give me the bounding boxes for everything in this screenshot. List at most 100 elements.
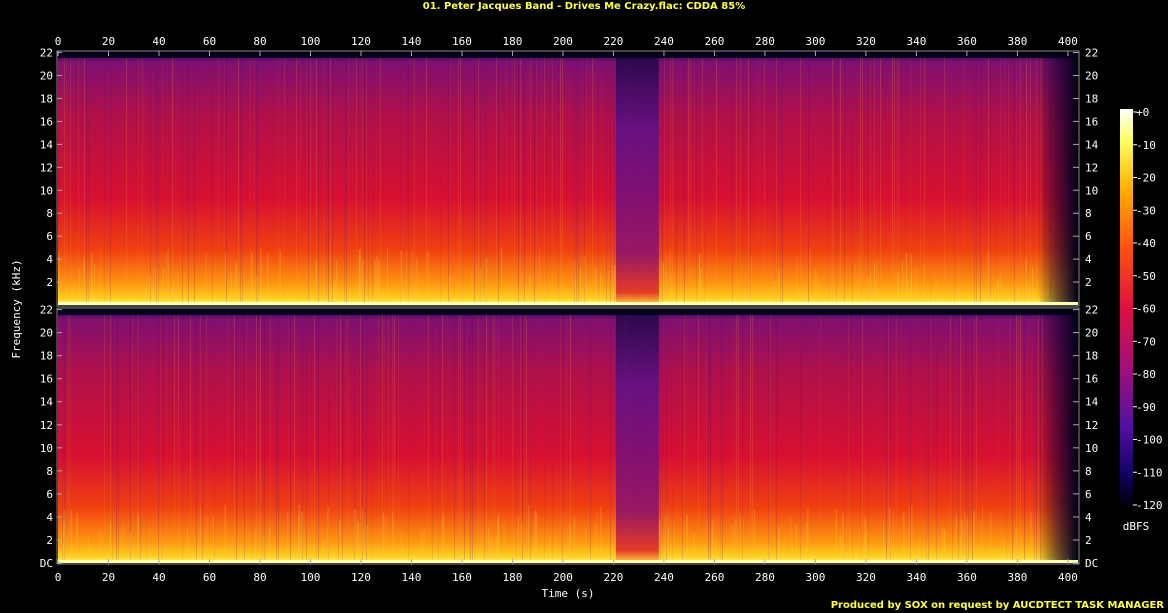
spectrum-streak bbox=[774, 55, 775, 302]
y-tick-label-left: 18 bbox=[40, 92, 53, 105]
colorbar-tick-label: -50 bbox=[1136, 270, 1156, 283]
spectrum-streak bbox=[174, 312, 175, 560]
spectrum-streak bbox=[516, 312, 517, 560]
spectrum-fleck bbox=[378, 260, 380, 305]
spectrum-streak bbox=[558, 55, 559, 302]
spectrum-fleck bbox=[774, 281, 775, 305]
x-tick-label-bottom: 160 bbox=[452, 571, 472, 584]
spectrum-fleck bbox=[701, 268, 703, 305]
spectrum-fleck bbox=[378, 277, 380, 305]
spectrum-streak bbox=[530, 312, 531, 560]
spectrum-streak bbox=[590, 312, 591, 560]
spectrum-fleck bbox=[361, 508, 363, 563]
spectrum-streak bbox=[930, 312, 931, 560]
spectrum-fleck bbox=[354, 509, 356, 563]
colorbar-tick-label: +0 bbox=[1136, 106, 1149, 119]
x-tick-label-top: 160 bbox=[452, 35, 472, 48]
spectrum-streak bbox=[708, 312, 709, 560]
spectrum-streak bbox=[578, 55, 579, 302]
spectrum-fleck bbox=[151, 288, 153, 305]
spectrum-streak bbox=[348, 312, 349, 560]
x-tick-label-bottom: 300 bbox=[805, 571, 825, 584]
spectrum-fleck bbox=[427, 249, 429, 305]
x-tick-label-top: 120 bbox=[351, 35, 371, 48]
y-tick-label-right: 10 bbox=[1085, 184, 1098, 197]
x-tick-label-bottom: 400 bbox=[1058, 571, 1078, 584]
spectrum-streak bbox=[480, 55, 481, 302]
spectrum-streak bbox=[388, 312, 389, 560]
spectrum-fleck bbox=[414, 281, 416, 305]
spectrum-fleck bbox=[199, 507, 201, 563]
spectrum-streak bbox=[182, 55, 183, 302]
spectrum-fleck bbox=[926, 542, 928, 563]
spectrum-fleck bbox=[700, 268, 702, 305]
spectrum-streak bbox=[974, 55, 975, 302]
spectrum-fleck bbox=[902, 261, 904, 305]
spectrum-streak bbox=[944, 55, 945, 302]
spectrum-fleck bbox=[385, 516, 387, 563]
spectrum-fleck bbox=[549, 535, 551, 563]
spectrum-streak bbox=[408, 55, 409, 302]
spectrum-streak bbox=[750, 312, 751, 560]
spectrum-streak bbox=[530, 55, 531, 302]
spectrum-fleck bbox=[137, 512, 139, 563]
spectrum-streak bbox=[686, 312, 687, 560]
dc-line bbox=[58, 302, 1078, 305]
x-tick-label-top: 80 bbox=[253, 35, 266, 48]
spectrum-streak bbox=[276, 312, 277, 560]
spectrum-streak bbox=[1012, 312, 1013, 560]
spectrum-streak bbox=[924, 55, 925, 302]
spectrum-fleck bbox=[815, 269, 817, 305]
spectrum-fleck bbox=[590, 295, 592, 305]
spectrum-streak bbox=[308, 55, 309, 302]
spectrum-streak bbox=[684, 55, 685, 302]
spectrum-streak bbox=[252, 312, 253, 560]
spectrum-fleck bbox=[816, 273, 818, 305]
spectrum-fleck bbox=[741, 295, 743, 305]
spectrum-streak bbox=[194, 55, 195, 302]
spectrum-fleck bbox=[1000, 274, 1002, 305]
y-tick-label-left: 16 bbox=[40, 373, 53, 386]
spectrum-fleck bbox=[442, 514, 444, 563]
spectrum-streak bbox=[306, 312, 307, 560]
spectrum-fleck bbox=[490, 538, 492, 563]
spectrum-streak bbox=[776, 55, 777, 302]
spectrum-streak bbox=[142, 55, 143, 302]
spectrum-fleck bbox=[942, 526, 944, 563]
spectrum-streak bbox=[660, 312, 661, 560]
spectrum-streak bbox=[896, 55, 897, 302]
spectrum-streak bbox=[178, 312, 179, 560]
spectrum-streak bbox=[498, 312, 499, 560]
spectrum-fleck bbox=[91, 543, 93, 563]
spectrum-fleck bbox=[172, 288, 173, 305]
spectrum-streak bbox=[776, 312, 777, 560]
y-tick-label-left: 2 bbox=[46, 276, 53, 289]
colorbar-tick-label: -40 bbox=[1136, 237, 1156, 250]
x-tick-label-top: 360 bbox=[957, 35, 977, 48]
y-tick-label-left: 20 bbox=[40, 70, 53, 83]
fade-out-region bbox=[1037, 52, 1078, 305]
spectrum-fleck bbox=[833, 549, 835, 563]
spectrum-streak bbox=[952, 312, 953, 560]
spectrum-fleck bbox=[443, 512, 445, 563]
spectrum-streak bbox=[736, 312, 737, 560]
spectrum-fleck bbox=[252, 550, 254, 563]
spectrum-fleck bbox=[91, 253, 93, 305]
spectrum-streak bbox=[860, 55, 861, 302]
spectrum-fleck bbox=[224, 505, 226, 563]
spectrum-streak bbox=[552, 55, 553, 302]
spectrum-fleck bbox=[805, 290, 807, 305]
spectrum-streak bbox=[520, 312, 521, 560]
spectrum-streak bbox=[702, 55, 703, 302]
spectrum-streak bbox=[610, 312, 611, 560]
spectrum-streak bbox=[86, 55, 87, 302]
spectrum-fleck bbox=[955, 515, 957, 563]
spectrum-streak bbox=[870, 55, 871, 302]
spectrum-fleck bbox=[392, 511, 394, 563]
spectrum-fleck bbox=[809, 248, 811, 305]
spectrum-streak bbox=[748, 55, 749, 302]
spectrum-fleck bbox=[686, 514, 688, 563]
spectrum-fleck bbox=[315, 261, 317, 305]
colorbar-tick-label: -80 bbox=[1136, 368, 1156, 381]
spectrum-streak bbox=[1026, 55, 1027, 302]
